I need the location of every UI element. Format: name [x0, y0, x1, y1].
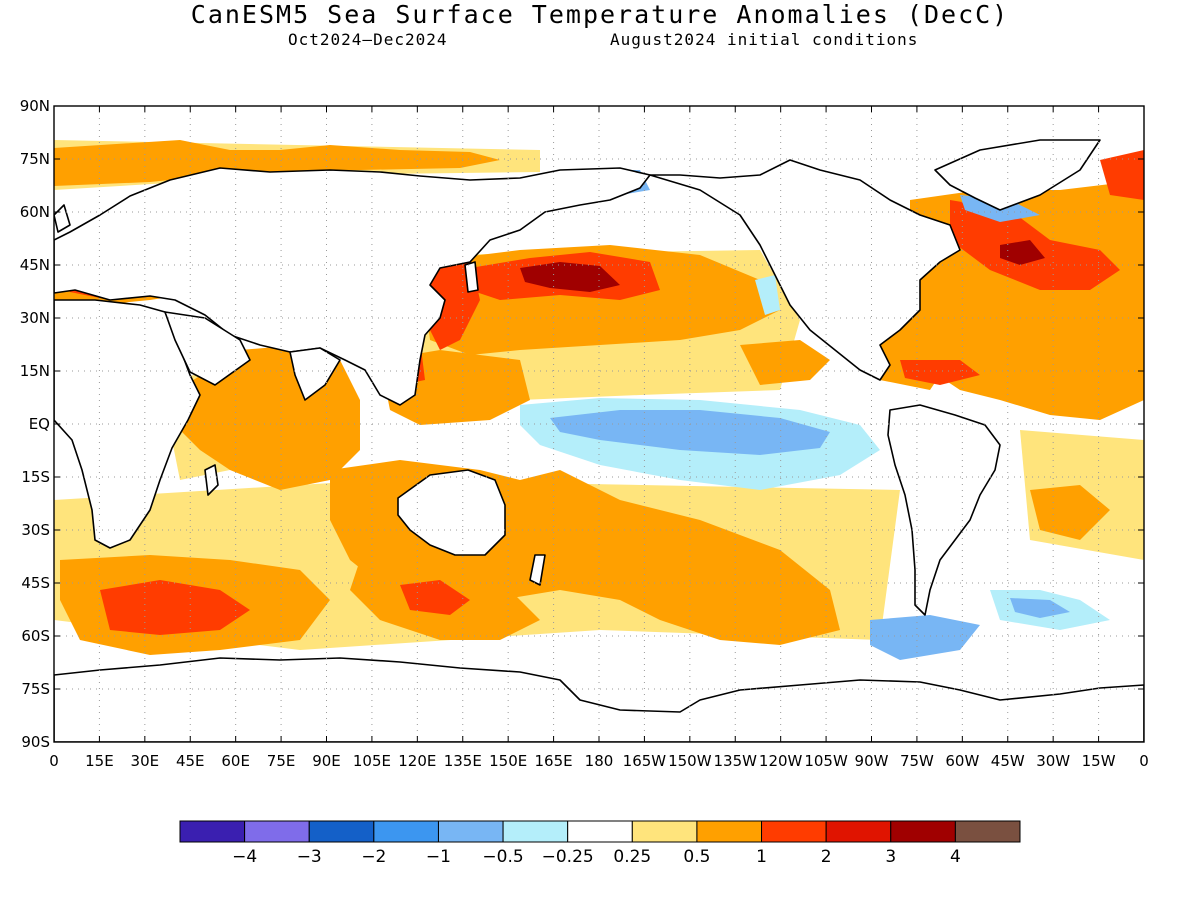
- land-new-zealand: [529, 554, 546, 586]
- colorbar-label: −0.25: [542, 847, 594, 867]
- lon-label: 30W: [1036, 752, 1070, 770]
- lat-label: 90S: [21, 733, 50, 751]
- latitude-labels: 90N 75N 60N 45N 30N 15N EQ 15S 30S 45S 60S 75S 90S: [20, 97, 50, 751]
- colorbar: [179, 820, 1021, 843]
- colorbar-label: 3: [885, 847, 896, 867]
- lon-label: 0: [49, 752, 59, 770]
- lon-label: 75E: [267, 752, 296, 770]
- lon-label: 30E: [131, 752, 160, 770]
- longitude-labels: 0 15E 30E 45E 60E 75E 90E 105E 120E 135E 150E 165E 1…: [49, 752, 1149, 770]
- lat-label: 15N: [20, 362, 50, 380]
- lat-label: 60S: [21, 627, 50, 645]
- anomaly-region: [740, 340, 830, 385]
- lon-label: 150W: [668, 752, 712, 770]
- anomaly-region: [1000, 240, 1045, 265]
- anomaly-region: [1030, 485, 1110, 540]
- graticule: [54, 106, 1144, 742]
- colorbar-label: 0.25: [613, 847, 651, 867]
- lon-label: 120W: [759, 752, 803, 770]
- lon-label: 135W: [714, 752, 758, 770]
- lat-label: 45N: [20, 256, 50, 274]
- lon-label: 45W: [991, 752, 1025, 770]
- colorbar-label: 0.5: [683, 847, 710, 867]
- land-japan: [464, 261, 479, 293]
- axis-ticks: [53, 105, 1145, 743]
- lat-label: 90N: [20, 97, 50, 115]
- colorbar-bin: [437, 820, 504, 843]
- anomaly-region: [550, 410, 830, 455]
- lat-label: 60N: [20, 203, 50, 221]
- colorbar-bin: [631, 820, 698, 843]
- lon-label: 120E: [398, 752, 436, 770]
- colorbar-bin: [308, 820, 375, 843]
- land-australia: [397, 469, 506, 556]
- anomaly-region: [1100, 150, 1144, 200]
- lon-label: 15W: [1082, 752, 1116, 770]
- lat-label: 75N: [20, 150, 50, 168]
- anomaly-region: [755, 275, 780, 315]
- lat-label: EQ: [29, 415, 50, 433]
- lon-label: 75W: [900, 752, 934, 770]
- anomaly-region: [54, 140, 500, 186]
- lat-label: 30N: [20, 309, 50, 327]
- land-eurasia: [54, 167, 651, 406]
- lat-label: 45S: [21, 574, 50, 592]
- colorbar-bin: [825, 820, 892, 843]
- anomaly-field: [54, 106, 1144, 742]
- colorbar-bin: [179, 820, 246, 843]
- lon-label: 165W: [623, 752, 667, 770]
- land-madagascar: [204, 464, 219, 496]
- land-greenland: [934, 139, 1101, 211]
- land-india: [289, 347, 341, 401]
- anomaly-region: [950, 200, 1120, 290]
- anomaly-region: [1010, 598, 1070, 618]
- colorbar-label: 2: [821, 847, 832, 867]
- colorbar-bin: [696, 820, 763, 843]
- anomaly-region: [520, 262, 620, 292]
- colorbar-bin: [890, 820, 956, 843]
- land-north-america: [649, 159, 961, 381]
- lon-label: 45E: [176, 752, 205, 770]
- lat-label: 30S: [21, 521, 50, 539]
- colorbar-bin: [761, 820, 827, 843]
- lon-label: 60E: [221, 752, 250, 770]
- lon-label: 165E: [535, 752, 573, 770]
- colorbar-label: −0.5: [482, 847, 523, 867]
- colorbar-label: −4: [232, 847, 257, 867]
- colorbar-bin: [244, 820, 310, 843]
- colorbar-labels: −4 −3 −2 −1 −0.5 −0.25 0.25 0.5 1 2 3 4: [232, 847, 961, 867]
- map-title: CanESM5 Sea Surface Temperature Anomalie…: [190, 0, 1010, 29]
- colorbar-label: −1: [426, 847, 451, 867]
- land-arabia: [164, 311, 251, 386]
- colorbar-label: −2: [361, 847, 386, 867]
- colorbar-label: 1: [756, 847, 767, 867]
- colorbar-bin: [373, 820, 439, 843]
- lat-label: 15S: [21, 468, 50, 486]
- lon-label: 0: [1139, 752, 1149, 770]
- colorbar-bin: [567, 820, 633, 843]
- colorbar-bin: [502, 820, 569, 843]
- lon-label: 150E: [489, 752, 527, 770]
- forecast-period: Oct2024–Dec2024: [288, 30, 448, 49]
- anomaly-region: [100, 580, 250, 635]
- lon-label: 60W: [945, 752, 979, 770]
- colorbar-label: 4: [950, 847, 961, 867]
- lon-label: 105E: [353, 752, 391, 770]
- lon-label: 180: [585, 752, 614, 770]
- colorbar-bin: [954, 820, 1021, 843]
- anomaly-region: [400, 580, 470, 615]
- initial-conditions: August2024 initial conditions: [610, 30, 919, 49]
- anomaly-region: [870, 615, 980, 660]
- lon-label: 15E: [85, 752, 114, 770]
- anomaly-region: [900, 360, 980, 385]
- lon-label: 105W: [804, 752, 848, 770]
- lat-label: 75S: [21, 680, 50, 698]
- colorbar-label: −3: [297, 847, 322, 867]
- lon-label: 135E: [444, 752, 482, 770]
- lon-label: 90W: [855, 752, 889, 770]
- land-south-america: [887, 404, 1001, 616]
- lon-label: 90E: [312, 752, 341, 770]
